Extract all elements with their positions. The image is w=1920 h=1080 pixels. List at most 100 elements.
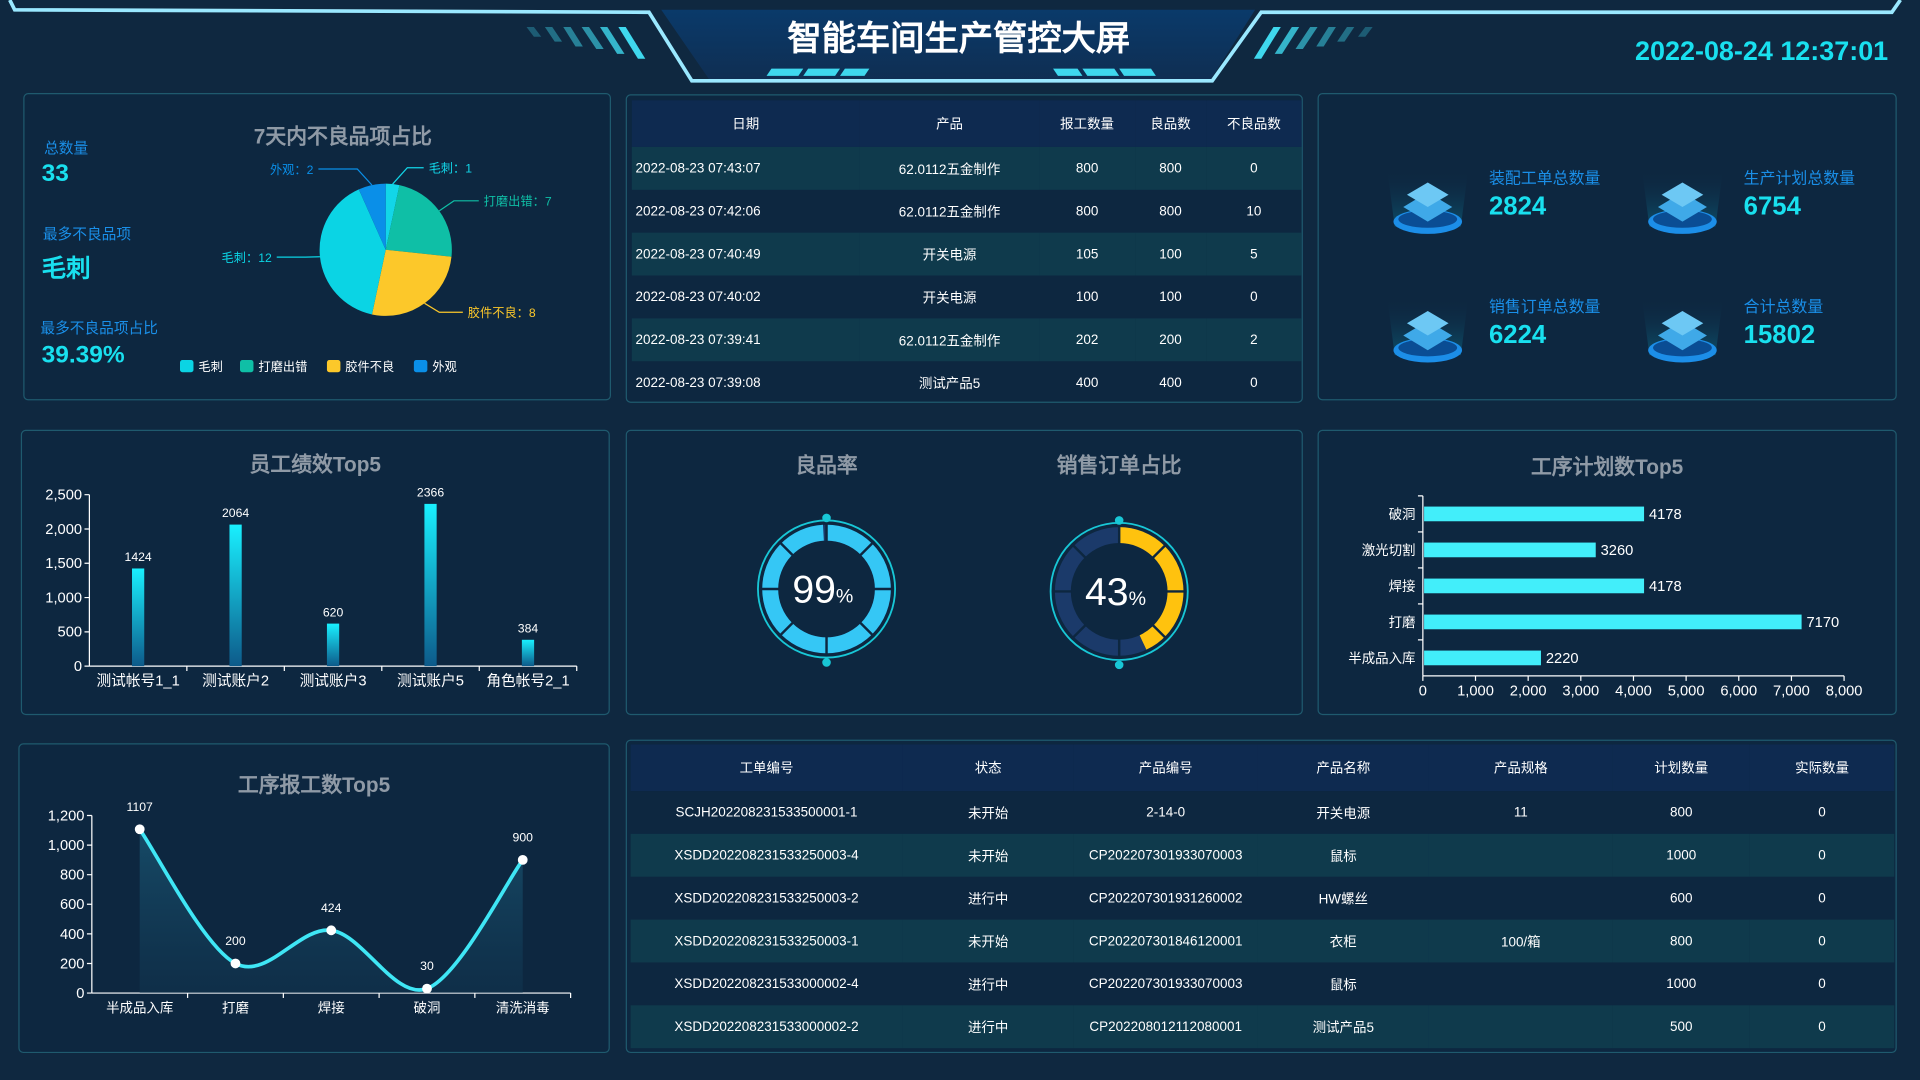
x-tick-label: 破洞 xyxy=(414,1001,441,1016)
table-row[interactable]: 2022-08-23 07:39:08 测试产品5 400 400 0 xyxy=(632,361,1302,404)
y-tick-label: 1,200 xyxy=(48,808,85,824)
table-cell: HW螺丝 xyxy=(1318,892,1368,907)
table-cell: XSDD202208231533250003-4 xyxy=(630,833,903,877)
table-cell: 未开始 xyxy=(902,833,1074,877)
x-tick-label: 1,000 xyxy=(1457,684,1494,700)
table-cell: CP202207301933070003 xyxy=(1073,833,1258,877)
y-tick-label: 打磨 xyxy=(1389,614,1416,630)
stat-label: 生产计划总数量 xyxy=(1743,168,1856,188)
table-cell: 105 xyxy=(1039,232,1135,276)
table-cell: 1000 xyxy=(1666,976,1697,992)
legend-label[interactable]: 打磨出错 xyxy=(258,360,307,374)
bar-value-label: 4178 xyxy=(1649,507,1682,523)
bar[interactable] xyxy=(1424,650,1541,666)
bar[interactable] xyxy=(1424,542,1596,558)
table-row[interactable]: 2022-08-23 07:40:02 开关电源 100 100 0 xyxy=(632,276,1302,319)
y-tick-label: 焊接 xyxy=(1389,578,1416,594)
datetime: 2022-08-24 12:37:01 xyxy=(1635,35,1889,67)
legend-label[interactable]: 胶件不良 xyxy=(345,359,394,374)
stat-value: 6224 xyxy=(1488,320,1547,349)
process-report-line-chart: 0 200 400 600 800 1,000 1,200 1107 半成品入库 200 打磨 424… xyxy=(48,800,572,1016)
table-cell: 0 xyxy=(1818,890,1826,906)
bar[interactable] xyxy=(132,568,145,667)
data-point[interactable] xyxy=(517,855,528,865)
legend-label[interactable]: 外观 xyxy=(432,360,456,374)
y-tick-label: 1,000 xyxy=(45,590,82,606)
x-tick-label: 测试账户2 xyxy=(202,673,269,690)
x-tick-label: 8,000 xyxy=(1826,684,1863,700)
table-cell: CP202207301933070003 xyxy=(1088,976,1243,992)
table-row[interactable]: 2022-08-23 07:40:49 开关电源 105 100 5 xyxy=(631,232,1302,276)
table-row[interactable]: 2022-08-23 07:42:06 62.0112五金制作 800 800 10 xyxy=(632,190,1302,233)
column-header: 不良品数 xyxy=(1206,100,1302,147)
legend-swatch xyxy=(326,360,341,373)
table-cell: 1000 xyxy=(1612,833,1750,877)
table-cell xyxy=(1429,877,1613,920)
table-cell: 202 xyxy=(1039,318,1135,362)
table-cell: XSDD202208231533000002-2 xyxy=(630,1005,903,1049)
stat-value: 15802 xyxy=(1743,320,1816,349)
table-cell: 开关电源 xyxy=(922,290,977,306)
legend-label[interactable]: 毛刺 xyxy=(198,360,222,374)
point-value-label: 1107 xyxy=(127,800,154,814)
table-row[interactable]: XSDD202208231533250003-4 未开始 CP20220730193… xyxy=(630,833,1895,877)
bar[interactable] xyxy=(326,623,340,667)
bar[interactable] xyxy=(1424,614,1802,630)
gauge-title: 良品率 xyxy=(795,454,858,478)
column-header: 工单编号 xyxy=(630,744,903,792)
pie-slice[interactable] xyxy=(371,249,452,316)
table-row[interactable]: 2022-08-23 07:43:07 62.0112五金制作 800 800 0 xyxy=(631,146,1302,190)
bar[interactable] xyxy=(424,503,437,667)
table-row[interactable]: SCJH202208231533500001-1 未开始 2-14-0 开关电源 11 8… xyxy=(631,791,1895,834)
table-row[interactable]: XSDD202208231533000002-2 进行中 CP20220801211… xyxy=(630,1005,1895,1049)
table-cell: CP202207301931260002 xyxy=(1088,890,1243,906)
pie-slice[interactable] xyxy=(358,183,386,250)
pie-label-line xyxy=(392,167,424,185)
table-cell: XSDD202208231533250003-1 xyxy=(630,919,903,963)
bar[interactable] xyxy=(1424,578,1645,594)
data-point[interactable] xyxy=(134,824,145,835)
top-ratio-value: 39.39% xyxy=(41,341,125,369)
table-cell: 进行中 xyxy=(967,977,1009,993)
table-cell: 800 xyxy=(1159,203,1182,219)
point-value-label: 900 xyxy=(513,831,534,845)
data-point[interactable] xyxy=(230,958,241,969)
table-cell: 62.0112五金制作 xyxy=(859,318,1040,362)
process-report-panel: 工序报工数Top5 0 200 400 600 800 1,000 1,200 1107 半成品… xyxy=(18,743,610,1054)
table-cell: 5 xyxy=(1206,232,1302,276)
layers-icon xyxy=(1385,287,1471,373)
table-cell: 2022-08-23 07:43:07 xyxy=(631,146,860,190)
y-tick-label: 2,000 xyxy=(45,522,82,538)
gauge-divider xyxy=(779,542,794,557)
table-row[interactable]: XSDD202208231533250003-2 进行中 CP20220730193… xyxy=(631,877,1895,920)
pie-label: 毛刺：1 xyxy=(429,162,473,176)
stat-label: 销售订单总数量 xyxy=(1488,297,1601,316)
panel-title: 工序计划数Top5 xyxy=(1530,455,1684,479)
table-cell: 800 xyxy=(1134,146,1207,190)
pie-slice[interactable] xyxy=(385,183,400,250)
pie-slice[interactable] xyxy=(385,185,452,257)
table-cell: 0 xyxy=(1250,375,1258,391)
gauge-divider xyxy=(1152,624,1166,639)
table-cell: 0 xyxy=(1749,833,1895,877)
bar[interactable] xyxy=(1424,506,1645,522)
table-row[interactable]: XSDD202208231533000002-4 进行中 CP20220730193… xyxy=(631,962,1895,1005)
table-row[interactable]: XSDD202208231533250003-1 未开始 CP20220730184… xyxy=(630,919,1895,963)
panel-title: 7天内不良品项占比 xyxy=(253,124,432,149)
bar[interactable] xyxy=(229,524,242,667)
data-point[interactable] xyxy=(326,925,337,936)
x-tick-label: 7,000 xyxy=(1773,684,1810,700)
table-cell: CP202208012112080001 xyxy=(1073,1005,1258,1049)
data-point[interactable] xyxy=(422,983,432,994)
pie-slice[interactable] xyxy=(319,189,386,315)
y-tick-label: 200 xyxy=(60,956,85,972)
bar[interactable] xyxy=(521,639,535,667)
column-header: 报工数量 xyxy=(1039,100,1135,147)
table-cell: 10 xyxy=(1246,203,1262,219)
defect-ratio-panel: 7天内不良品项占比 总数量 33 最多不良品项 毛刺 最多不良品项占比 39.3… xyxy=(23,93,612,401)
y-tick-label: 600 xyxy=(60,897,85,913)
table-cell: 0 xyxy=(1818,976,1826,992)
x-tick-label: 4,000 xyxy=(1615,684,1652,700)
table-cell xyxy=(1428,1005,1613,1049)
table-row[interactable]: 2022-08-23 07:39:41 62.0112五金制作 202 200 2 xyxy=(631,318,1302,362)
